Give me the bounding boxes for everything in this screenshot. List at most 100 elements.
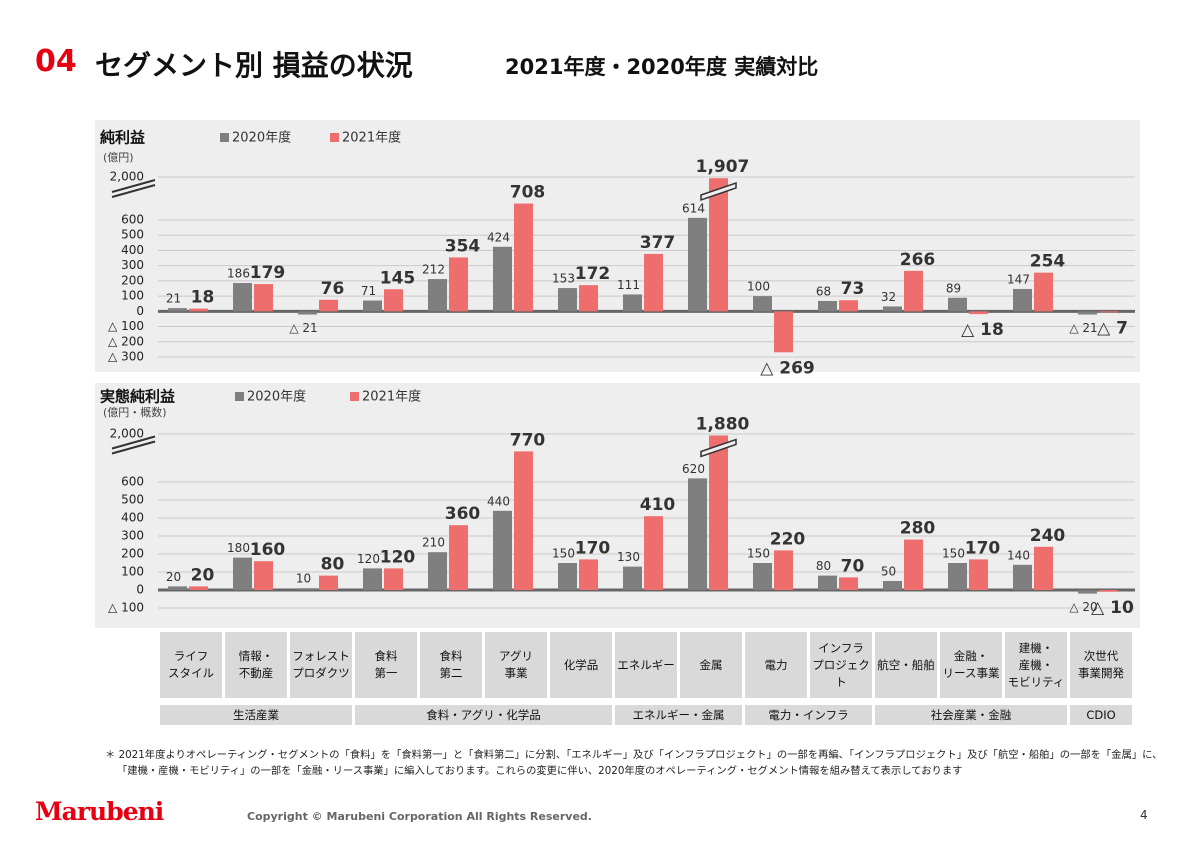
data-label: 73 xyxy=(841,279,865,299)
data-label: 1,907 xyxy=(696,157,750,177)
chart-title: 実態純利益 xyxy=(100,388,175,406)
chart-panel xyxy=(95,120,1140,372)
data-label: 424 xyxy=(487,230,510,244)
data-label: 614 xyxy=(682,201,705,215)
bar xyxy=(189,308,208,312)
data-label: 210 xyxy=(422,536,445,550)
bar xyxy=(688,217,707,312)
data-label: 21 xyxy=(166,292,181,306)
y-tick-label: △ 100 xyxy=(108,601,144,615)
bar xyxy=(449,525,468,590)
y-tick-label: 200 xyxy=(121,273,144,287)
group-label: 生活産業 xyxy=(160,705,352,725)
data-label: 172 xyxy=(575,264,611,284)
data-label: 620 xyxy=(682,462,705,476)
bar xyxy=(319,299,338,312)
bar xyxy=(818,300,837,312)
y-tick-label: 2,000 xyxy=(110,170,144,184)
bar xyxy=(948,563,967,590)
data-label: 440 xyxy=(487,494,510,508)
data-label: 170 xyxy=(575,538,611,558)
category-label: 建機・ 産機・ モビリティ xyxy=(1005,632,1067,698)
bar xyxy=(233,283,252,312)
footnote-line: 「建機・産機・モビリティ」の一部を「金融・リース事業」に編入しております。これら… xyxy=(117,765,963,777)
data-label: 70 xyxy=(841,556,865,576)
bar xyxy=(1034,272,1053,312)
bar xyxy=(493,510,512,590)
bar xyxy=(904,539,923,590)
y-tick-label: 400 xyxy=(121,511,144,525)
bar xyxy=(428,552,447,590)
category-label: 次世代 事業開発 xyxy=(1070,632,1132,698)
slide-subtitle: 2021年度・2020年度 実績対比 xyxy=(505,55,819,79)
bar xyxy=(904,270,923,312)
y-tick-label: 0 xyxy=(136,583,144,597)
data-label: 120 xyxy=(357,552,380,566)
category-label: 食料 第一 xyxy=(355,632,417,698)
y-tick-label: 0 xyxy=(136,304,144,318)
data-label: 410 xyxy=(640,495,676,515)
bar xyxy=(644,253,663,312)
data-label: 150 xyxy=(747,547,770,561)
y-tick-label: 600 xyxy=(121,213,144,227)
data-label: △ 7 xyxy=(1097,318,1128,338)
bar xyxy=(319,575,338,590)
bar xyxy=(839,300,858,312)
category-label: 航空・船舶 xyxy=(875,632,937,698)
legend-label: 2021年度 xyxy=(362,389,421,405)
data-label: 18 xyxy=(191,288,215,308)
charts: △ 300△ 200△ 10001002003004005006002,000純… xyxy=(95,120,1140,628)
bar xyxy=(948,297,967,312)
bar xyxy=(774,550,793,590)
bar xyxy=(363,300,382,312)
category-label: 金融・ リース事業 xyxy=(940,632,1002,698)
category-label: 電力 xyxy=(745,632,807,698)
data-label: 280 xyxy=(900,519,936,539)
bar xyxy=(449,257,468,312)
y-tick-label: 300 xyxy=(121,529,144,543)
data-label: 32 xyxy=(881,290,896,304)
data-label: 212 xyxy=(422,263,445,277)
bar xyxy=(363,568,382,590)
axis-break xyxy=(111,435,156,455)
bar xyxy=(1078,311,1097,315)
bar xyxy=(883,306,902,312)
data-label: △ 10 xyxy=(1091,598,1134,618)
bar xyxy=(384,289,403,312)
bar xyxy=(514,203,533,312)
data-label: 220 xyxy=(770,529,806,549)
category-label: 化学品 xyxy=(550,632,612,698)
bar xyxy=(254,561,273,590)
bar xyxy=(774,311,793,353)
legend-label: 2020年度 xyxy=(232,130,291,146)
data-label: 68 xyxy=(816,284,831,298)
bar xyxy=(579,559,598,590)
page-number: 4 xyxy=(1140,808,1148,822)
data-label: 20 xyxy=(166,570,181,584)
bar xyxy=(688,478,707,590)
category-label: エネルギー xyxy=(615,632,677,698)
data-label: △ 269 xyxy=(760,358,814,378)
data-label: 150 xyxy=(942,547,965,561)
bar xyxy=(1013,564,1032,590)
legend-swatch xyxy=(220,133,229,142)
y-tick-label: 600 xyxy=(121,475,144,489)
y-tick-label: △ 300 xyxy=(108,350,144,364)
group-label: CDIO xyxy=(1070,705,1132,725)
legend-label: 2021年度 xyxy=(342,130,401,146)
bar xyxy=(753,563,772,590)
data-label: 71 xyxy=(361,284,376,298)
data-label: 240 xyxy=(1030,526,1066,546)
data-label: 130 xyxy=(617,550,640,564)
bar xyxy=(558,563,577,590)
bar xyxy=(623,566,642,590)
bar xyxy=(493,246,512,312)
chart-title: 純利益 xyxy=(100,129,145,147)
data-label: 80 xyxy=(321,555,345,575)
bar xyxy=(579,285,598,312)
data-label: △ 21 xyxy=(289,321,317,335)
data-label: 150 xyxy=(552,547,575,561)
bar xyxy=(168,308,187,312)
bar xyxy=(839,577,858,590)
